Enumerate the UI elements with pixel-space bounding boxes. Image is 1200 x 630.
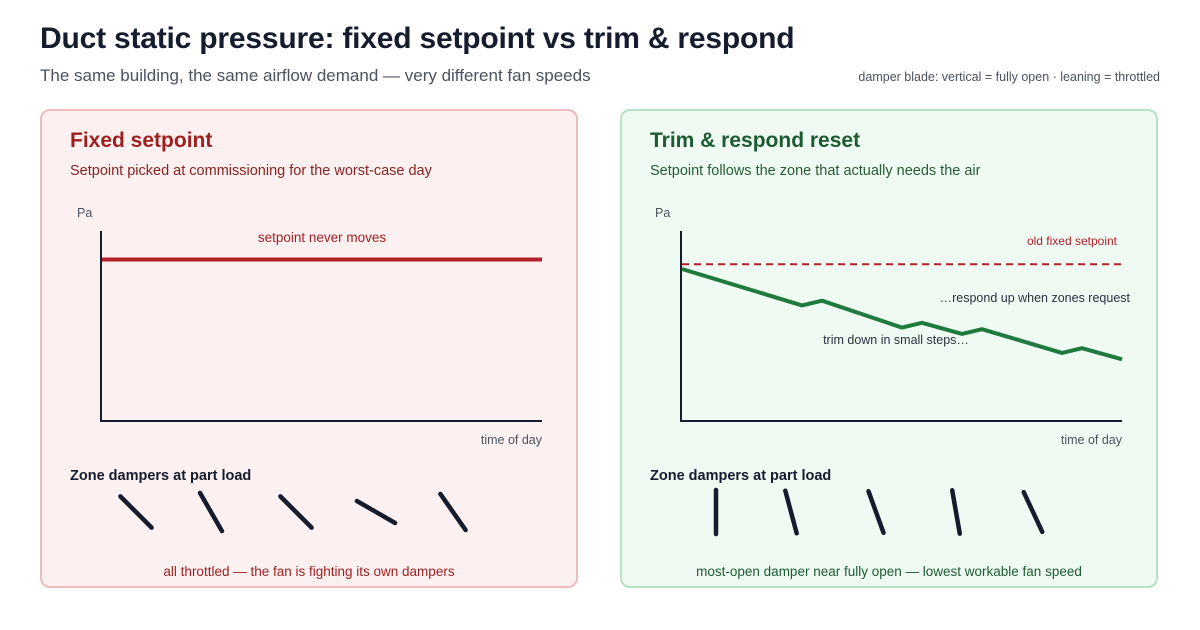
y-axis-label: Pa xyxy=(77,206,92,220)
panel-subtitle: Setpoint follows the zone that actually … xyxy=(650,163,981,179)
setpoint-annotation: setpoint never moves xyxy=(258,230,387,245)
page-subtitle: The same building, the same airflow dema… xyxy=(40,66,591,85)
reset-series xyxy=(681,263,1123,362)
respond-annotation: …respond up when zones request xyxy=(940,291,1131,305)
damper-blade xyxy=(438,491,468,533)
old-setpoint-label: old fixed setpoint xyxy=(1027,234,1118,248)
panel-title: Trim & respond reset xyxy=(650,129,861,152)
damper-blade xyxy=(866,489,886,535)
page-title: Duct static pressure: fixed setpoint vs … xyxy=(40,22,795,55)
dampers-heading: Zone dampers at part load xyxy=(70,468,252,484)
damper-blade xyxy=(354,498,398,526)
x-axis-label: time of day xyxy=(481,433,543,447)
series-line xyxy=(681,267,1123,362)
dampers-caption: most-open damper near fully open — lowes… xyxy=(696,564,1082,579)
x-axis-label: time of day xyxy=(1061,433,1123,447)
damper-legend-note: damper blade: vertical = fully open · le… xyxy=(858,70,1160,84)
panel-title: Fixed setpoint xyxy=(70,129,213,152)
trim-respond-chart: Pa time of day old fixed setpoint …respo… xyxy=(655,206,1131,537)
damper-blade xyxy=(783,488,799,536)
panel-subtitle: Setpoint picked at commissioning for the… xyxy=(70,163,432,179)
fixed-setpoint-chart: Pa time of day setpoint never moves xyxy=(77,206,543,534)
damper-blade xyxy=(278,494,314,530)
damper-blade xyxy=(949,488,963,536)
y-axis-label: Pa xyxy=(655,206,670,220)
dampers-heading: Zone dampers at part load xyxy=(650,468,832,484)
trim-annotation: trim down in small steps… xyxy=(823,333,969,347)
damper-blade xyxy=(1021,489,1045,535)
dampers-caption: all throttled — the fan is fighting its … xyxy=(163,564,455,579)
zone-dampers xyxy=(713,487,1045,537)
damper-blade xyxy=(197,490,225,534)
fixed-setpoint-panel: Pa time of day setpoint never moves Fixe… xyxy=(40,109,578,588)
zone-dampers xyxy=(118,490,468,534)
damper-blade xyxy=(118,494,154,530)
trim-respond-panel: Pa time of day old fixed setpoint …respo… xyxy=(620,109,1158,588)
